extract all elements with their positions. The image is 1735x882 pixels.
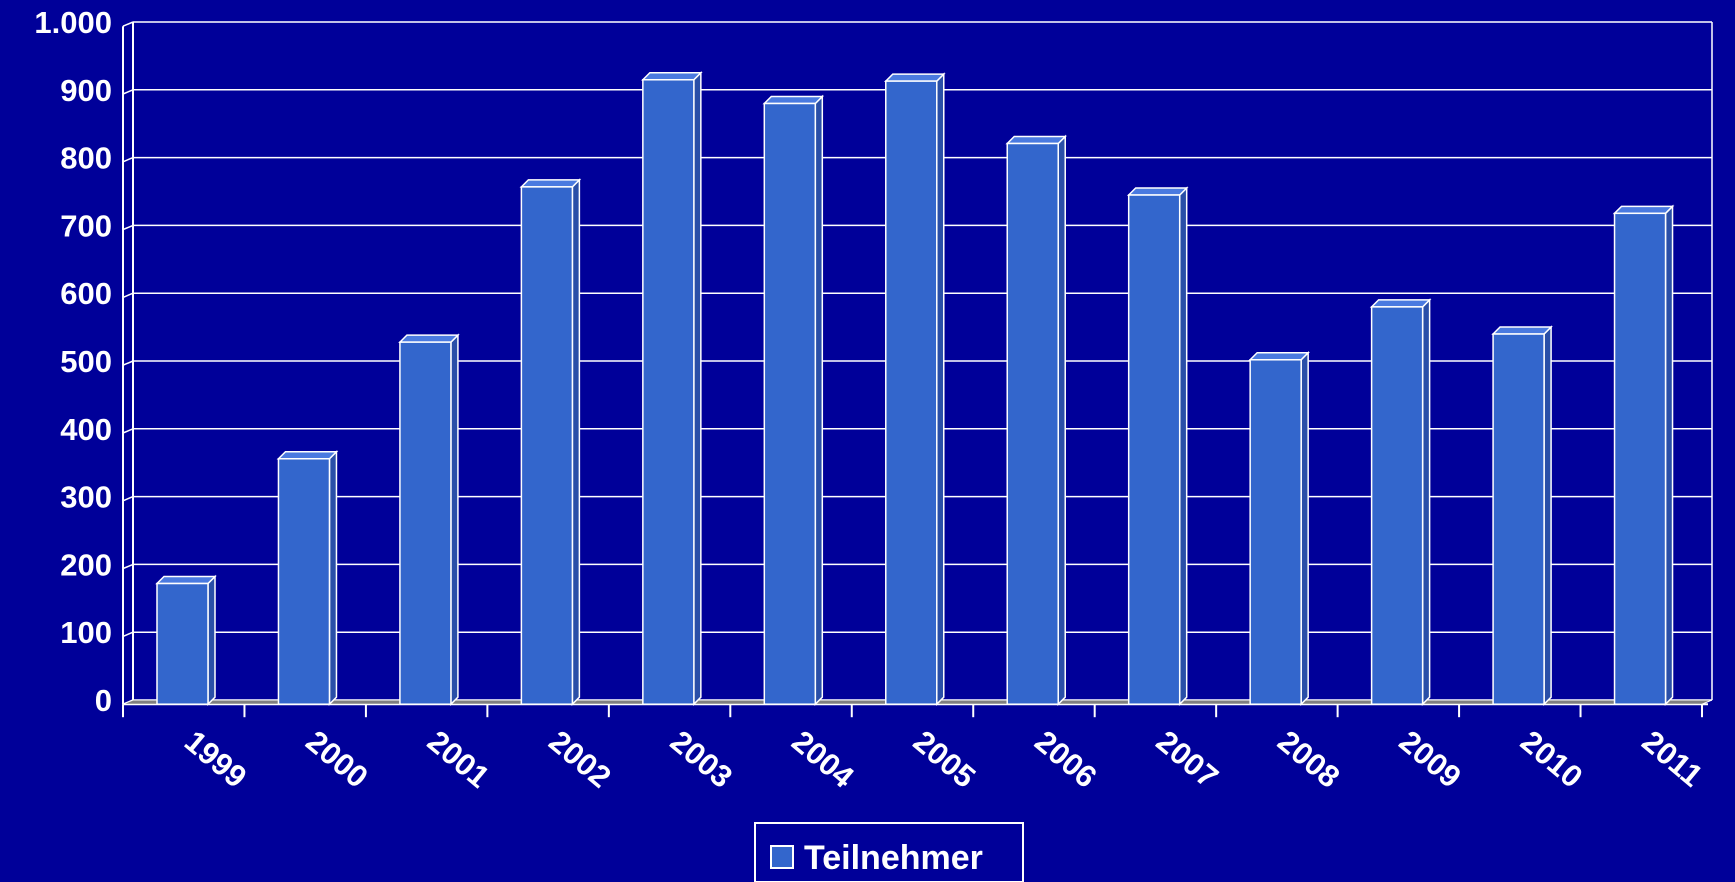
bar-top [276,451,339,460]
x-tick-label: 2004 [785,724,861,796]
bar-side [1300,350,1309,707]
legend: Teilnehmer [754,822,1024,882]
bar-side [1178,186,1188,707]
bar [1370,306,1424,705]
gridline-depth [122,224,134,231]
bar [277,458,331,705]
y-tick-label: 200 [60,547,112,582]
y-tick-label: 500 [60,344,112,379]
bar-side [1421,298,1431,707]
bar-side [936,72,945,707]
gridline-depth [122,89,134,95]
y-tick-label: 700 [60,208,112,243]
bar-side [450,333,459,707]
y-tick-label: 900 [60,73,112,108]
bar-top [1248,352,1310,361]
y-tick-label: 100 [60,615,112,650]
y-tick-label: 800 [60,141,112,176]
bar-side [207,574,216,707]
bar-top [1491,326,1553,335]
bar-top [398,334,460,343]
bar-top [1126,187,1189,196]
bar-top [1612,205,1675,215]
bar-top [883,73,946,82]
bar [885,80,938,705]
bar [1006,142,1059,705]
gridline-depth [122,292,134,299]
x-tick-label: 2003 [664,724,739,795]
bar-side [693,70,702,707]
x-tick-label: 2000 [299,724,374,795]
bar-top [1369,299,1432,308]
bar [520,186,574,705]
bars [155,70,1675,707]
y-tick-label: 0 [95,683,112,718]
y-tick-label: 1.000 [34,5,112,40]
bar-top [519,179,582,188]
y-tick-label: 400 [60,412,112,447]
legend-swatch [770,845,794,869]
gridline-depth [122,631,134,638]
gridline-depth [122,360,134,366]
x-tick-label: 2002 [542,724,617,795]
x-tick-label: 2011 [1636,724,1710,794]
bar-top [762,95,825,105]
x-tick-label: 2007 [1150,724,1225,795]
x-tick-label: 1999 [178,724,253,795]
y-axis-tick-labels: 0 100 200 300 400 500 600 700 800 900 1.000 [34,5,112,718]
gridline-depth [122,21,134,27]
x-tick-label: 2006 [1028,724,1103,795]
bar-side [328,449,338,707]
gridline-depth [122,495,134,502]
bar [1492,333,1545,705]
legend-box [754,822,1024,882]
x-tick-label: 2005 [907,724,982,795]
y-tick-label: 600 [60,276,112,311]
bar [399,341,452,705]
bar [1613,212,1667,705]
gridline-depth [122,156,134,163]
bar [156,582,209,705]
bar [763,102,817,705]
bar-side [1057,134,1066,707]
bar [642,79,695,705]
bar [1249,359,1302,705]
x-tick-label: 2008 [1271,724,1346,795]
bar-side [1664,204,1674,707]
bar [1127,194,1181,705]
legend-label: Teilnehmer [804,839,983,877]
bar-top [1005,135,1068,145]
y-tick-label: 300 [60,480,112,515]
bar-top [155,575,217,585]
bar-side [571,178,581,707]
gridline-depth [122,428,134,434]
bar-side [1543,325,1552,707]
x-tick-label: 2009 [1393,724,1468,795]
x-axis-tick-labels: 1999 2000 2001 2002 2003 2004 2005 2006 2007 2008… [178,724,1710,796]
gridline-depth [122,563,134,570]
bar-top [641,72,703,81]
bar-side [814,94,824,707]
x-tick-label: 2001 [421,724,496,795]
x-tick-label: 2010 [1514,724,1589,795]
